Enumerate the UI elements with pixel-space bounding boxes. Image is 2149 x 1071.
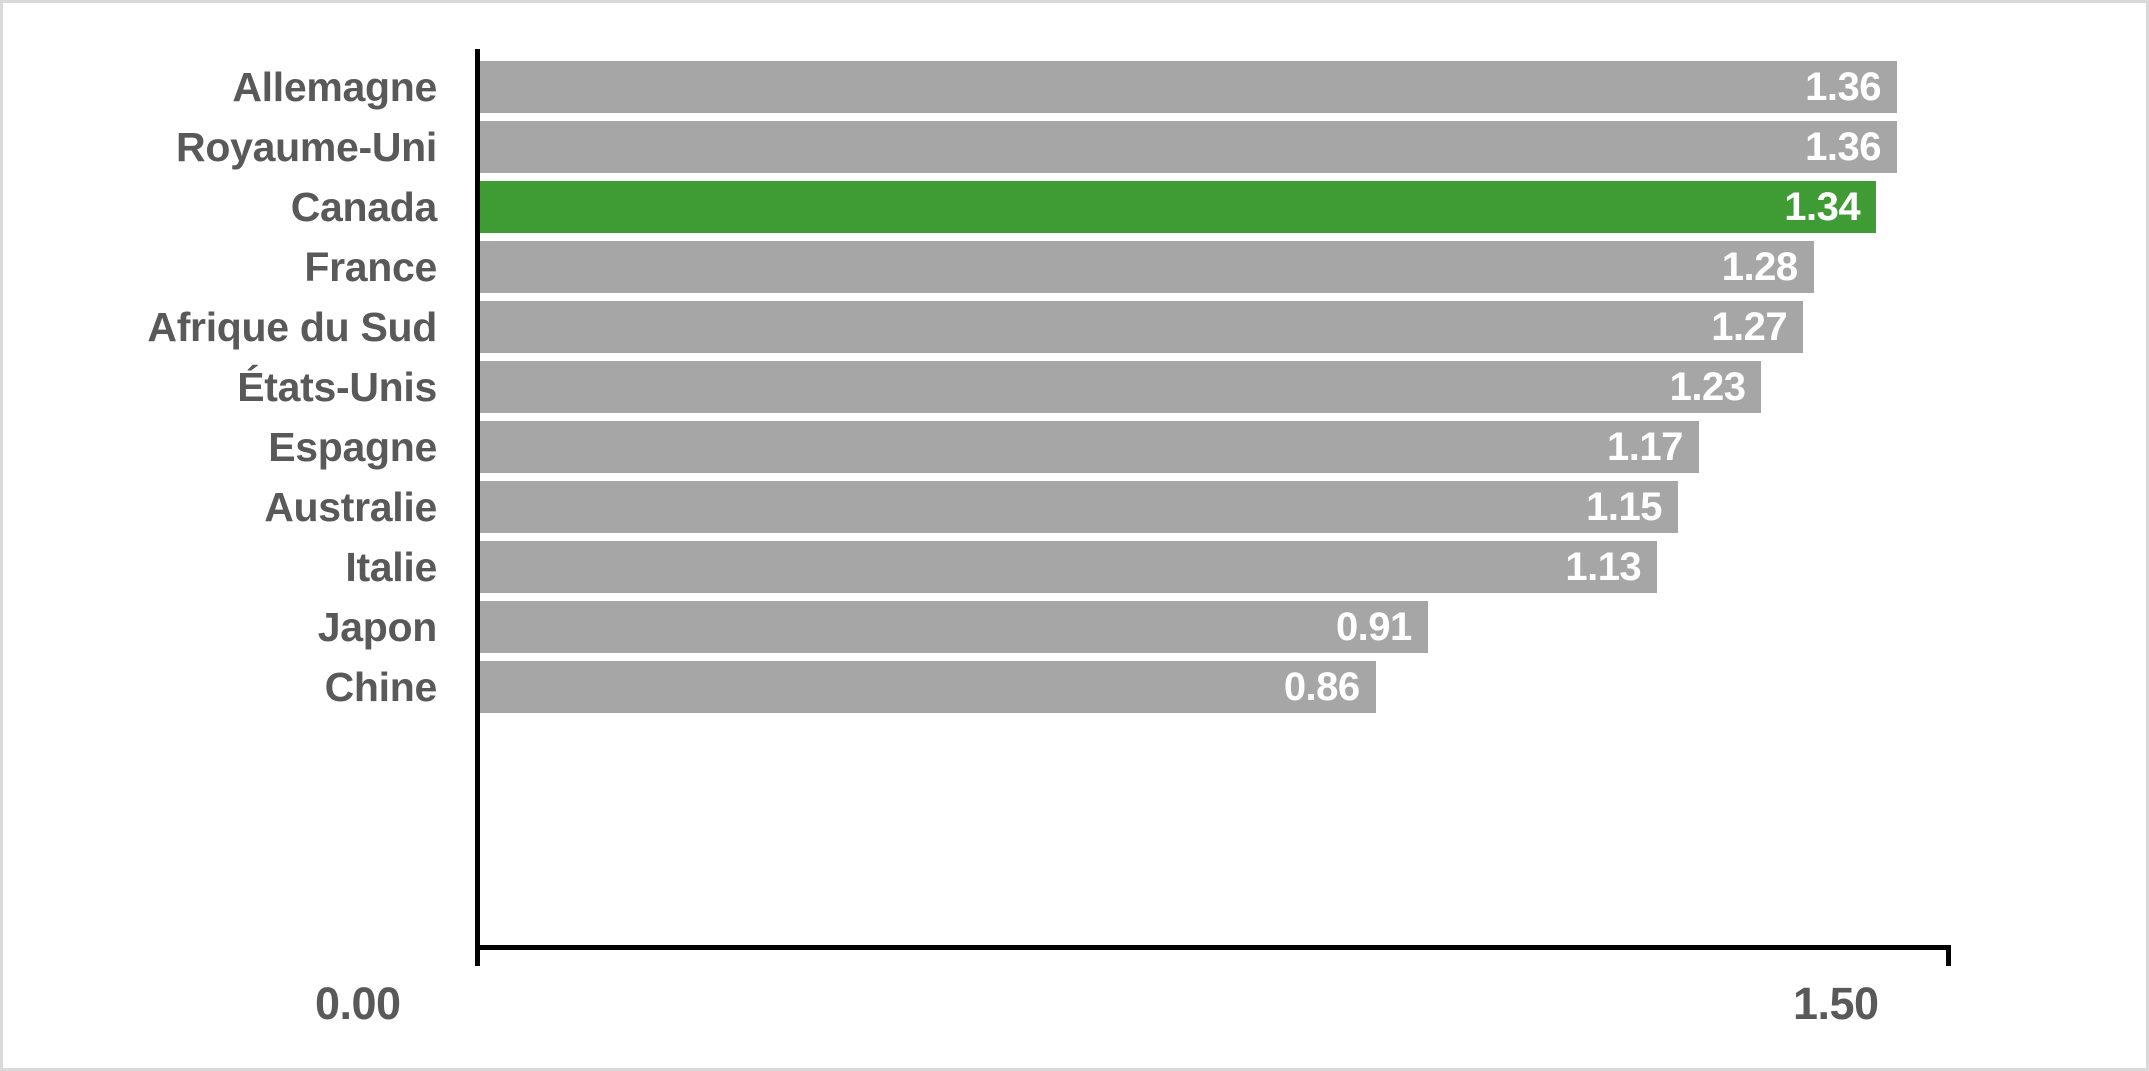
bar[interactable]: 1.36 [479,61,1897,113]
bar-row: 1.27 [479,301,2146,353]
x-axis-tick-max [1946,945,1951,966]
category-label: Canada [290,183,438,230]
bar-value-label: 1.23 [1669,365,1746,409]
category-label: Japon [317,603,438,650]
bar-row: 0.91 [479,601,2146,653]
bar[interactable]: 1.28 [479,241,1814,293]
bar-value-label: 1.34 [1784,185,1861,229]
bar[interactable]: 1.36 [479,121,1897,173]
bar-row: 0.86 [479,661,2146,713]
category-label: Royaume-Uni [176,123,437,170]
bar-row: 1.34 [479,181,2146,233]
category-label: France [304,243,437,290]
x-axis-tick-label-min: 0.00 [315,978,401,1029]
category-label: Australie [264,483,437,530]
y-axis-line [475,49,480,950]
bar-row: 1.15 [479,481,2146,533]
bar[interactable]: 0.91 [479,601,1428,653]
bar-value-label: 1.15 [1586,485,1663,529]
bar[interactable]: 1.27 [479,301,1804,353]
bar[interactable]: 1.15 [479,481,1679,533]
x-axis-line [475,945,1951,950]
bar-value-label: 0.86 [1283,665,1360,709]
category-label: Chine [324,663,438,710]
bar-row: 1.23 [479,361,2146,413]
bar[interactable]: 1.13 [479,541,1658,593]
bar[interactable]: 1.23 [479,361,1762,413]
bar[interactable]: 1.17 [479,421,1699,473]
bar-row: 1.36 [479,121,2146,173]
bar-row: 1.28 [479,241,2146,293]
category-label: Afrique du Sud [147,303,437,350]
bar[interactable]: 1.34 [479,181,1877,233]
bar-value-label: 0.91 [1335,605,1412,649]
bar-value-label: 1.13 [1565,545,1642,589]
bar[interactable]: 0.86 [479,661,1376,713]
bar-value-label: 1.28 [1721,245,1798,289]
plot-area: 1.36 1.36 1.34 1.28 1.27 1.23 [479,61,2146,948]
x-axis-tick-label-max: 1.50 [1793,978,1879,1029]
bar-value-label: 1.36 [1805,125,1881,169]
category-label: Espagne [268,423,437,470]
bar-value-label: 1.36 [1805,65,1881,109]
category-label: États-Unis [237,363,437,410]
bar-row: 1.13 [479,541,2146,593]
bar-row: 1.36 [479,61,2146,113]
category-label: Allemagne [232,63,437,110]
x-axis-tick-min [475,945,480,966]
category-label: Italie [345,543,437,590]
bar-value-label: 1.17 [1607,425,1683,469]
y-axis-category-labels: Allemagne Royaume-Uni Canada France Afri… [3,61,455,721]
bar-row: 1.17 [479,421,2146,473]
bar-value-label: 1.27 [1711,305,1788,349]
